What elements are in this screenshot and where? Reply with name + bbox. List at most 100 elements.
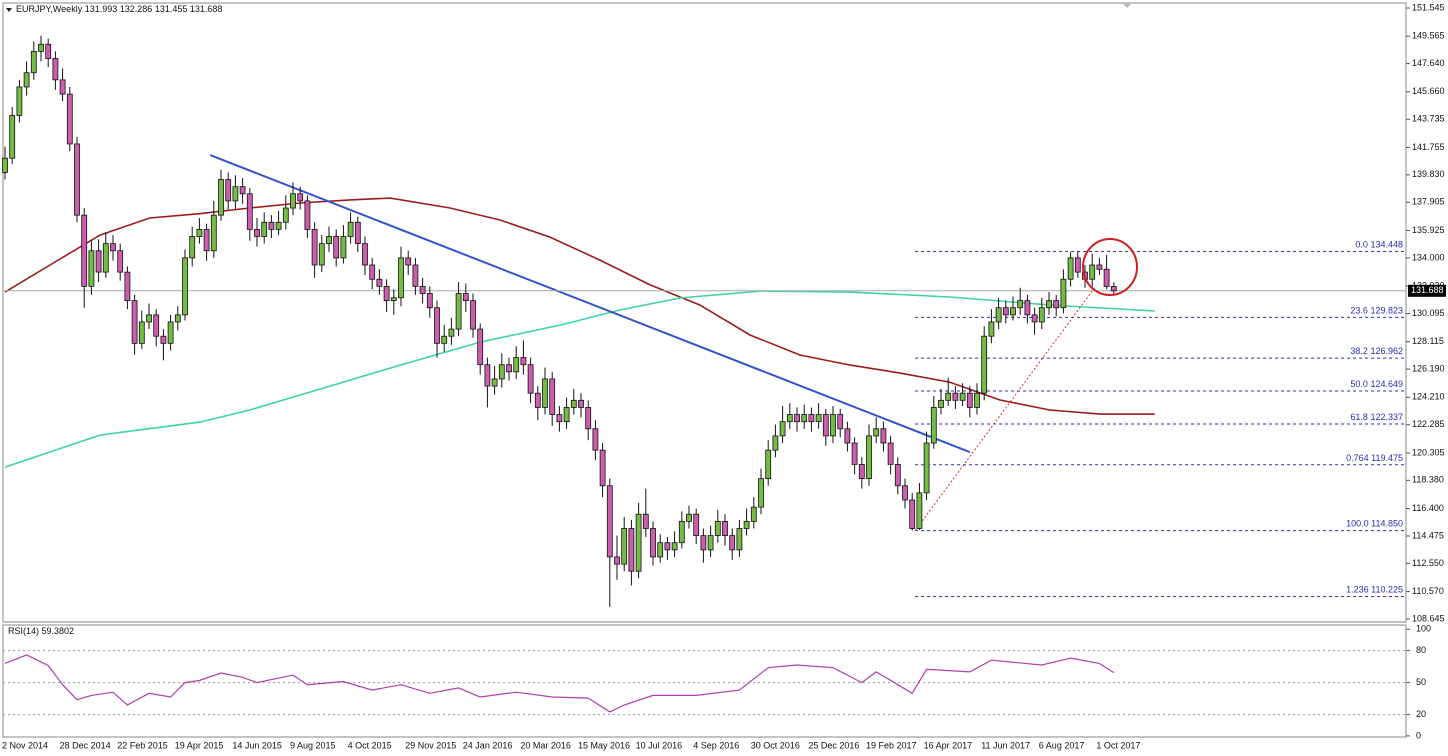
candle-body [95, 250, 102, 273]
y-tick-label: 135.925 [1412, 225, 1445, 235]
candle-body [1038, 307, 1045, 323]
x-tick-label: 20 Mar 2016 [520, 740, 571, 750]
candle-body [722, 520, 728, 537]
candle-body [614, 556, 620, 565]
candle-body [268, 221, 275, 230]
candle-body [959, 392, 966, 401]
candle-body [1067, 257, 1074, 280]
candle-body [225, 179, 232, 202]
candle-body [376, 278, 383, 287]
candle-body [750, 506, 757, 522]
candle-body [66, 93, 73, 145]
y-tick-label: 124.210 [1412, 392, 1445, 402]
y-tick-label: 149.565 [1412, 31, 1445, 41]
candle-body [1060, 278, 1067, 309]
candle-body [1017, 300, 1024, 309]
candle-body [678, 520, 685, 544]
y-tick-label: 151.545 [1412, 2, 1445, 12]
candle-body [909, 499, 916, 529]
candle-body [527, 364, 534, 394]
fib-price: 126.962 [1370, 346, 1403, 356]
candle-body [887, 442, 894, 465]
rsi-line [4, 654, 1115, 713]
moving-average [4, 290, 1155, 468]
candle-body [333, 236, 340, 259]
candle-body [196, 228, 203, 237]
candle-body [801, 414, 808, 423]
candle-body [635, 513, 642, 572]
candle-body [585, 407, 592, 430]
rsi-value: 59.3802 [42, 626, 75, 636]
open: 131.993 [85, 4, 118, 14]
y-tick-label: 116.400 [1412, 503, 1444, 513]
candle-body [30, 50, 37, 74]
y-tick-label: 118.380 [1412, 475, 1444, 485]
current-price-box [1408, 284, 1446, 297]
candle-body [448, 328, 455, 337]
fib-level-name: 1.236 [1346, 585, 1369, 595]
candle-body [1089, 264, 1096, 280]
candle-body [772, 435, 779, 451]
candle-body [736, 528, 743, 551]
candle-body [873, 428, 880, 437]
candle-body [570, 399, 577, 408]
y-tick-label: 100 [1416, 624, 1431, 634]
fib-price: 119.475 [1371, 453, 1403, 463]
y-tick-label: 145.660 [1412, 86, 1445, 96]
candle-body [520, 357, 527, 366]
candle-body [23, 72, 30, 88]
moving-average [4, 197, 1155, 415]
candle-body [657, 542, 664, 558]
candle-body [1096, 264, 1103, 270]
candle-body [326, 236, 332, 245]
candle-body [981, 335, 988, 394]
candle-body [462, 293, 469, 302]
candle-body [246, 193, 253, 230]
x-tick-label: 4 Sep 2016 [693, 740, 739, 750]
candle-body [318, 243, 325, 266]
x-tick-label: 1 Oct 2017 [1096, 740, 1140, 750]
x-tick-label: 11 Jun 2017 [981, 740, 1030, 750]
chart-header: EURJPY,Weekly 131.993 132.286 131.455 13… [16, 4, 222, 14]
candle-body [282, 207, 289, 223]
candle-body [102, 243, 109, 273]
candle-body [534, 392, 541, 408]
candle-body [866, 435, 872, 480]
candle-body [354, 221, 361, 245]
candle-body [174, 314, 181, 323]
fib-price: 114.850 [1371, 519, 1403, 529]
x-tick-label: 25 Dec 2016 [808, 740, 859, 750]
x-tick-label: 10 Jul 2016 [636, 740, 683, 750]
symbol: EURJPY,Weekly [16, 4, 83, 14]
candle-body [923, 442, 930, 494]
candle-body [9, 115, 16, 159]
candle-body [434, 307, 440, 344]
candle-body [930, 407, 937, 444]
candle-body [1046, 300, 1052, 309]
candle-body [1103, 268, 1110, 287]
rsi-header: RSI(14) 59.3802 [8, 626, 74, 636]
low: 131.455 [155, 4, 188, 14]
candle-body [347, 221, 354, 237]
candle-body [74, 143, 80, 216]
candle-body [1074, 257, 1081, 273]
rsi-name: RSI(14) [8, 626, 39, 636]
candle-body [851, 442, 858, 465]
y-tick-label: 122.285 [1412, 419, 1445, 429]
candle-body [470, 300, 476, 330]
candle-body [966, 392, 973, 408]
candle-body [297, 193, 304, 202]
candle-body [1031, 314, 1038, 323]
x-tick-label: 2 Nov 2014 [2, 740, 48, 750]
x-tick-label: 15 May 2016 [578, 740, 630, 750]
x-tick-label: 16 Apr 2017 [924, 740, 973, 750]
candle-body [988, 321, 995, 337]
candle-body [412, 264, 419, 287]
x-tick-label: 24 Jan 2016 [463, 740, 513, 750]
y-tick-label: 126.190 [1412, 363, 1445, 373]
fib-label: 38.2 126.962 [1350, 346, 1403, 356]
y-tick-label: 80 [1416, 645, 1426, 655]
candle-body [599, 449, 606, 487]
candle-body [1024, 300, 1031, 316]
